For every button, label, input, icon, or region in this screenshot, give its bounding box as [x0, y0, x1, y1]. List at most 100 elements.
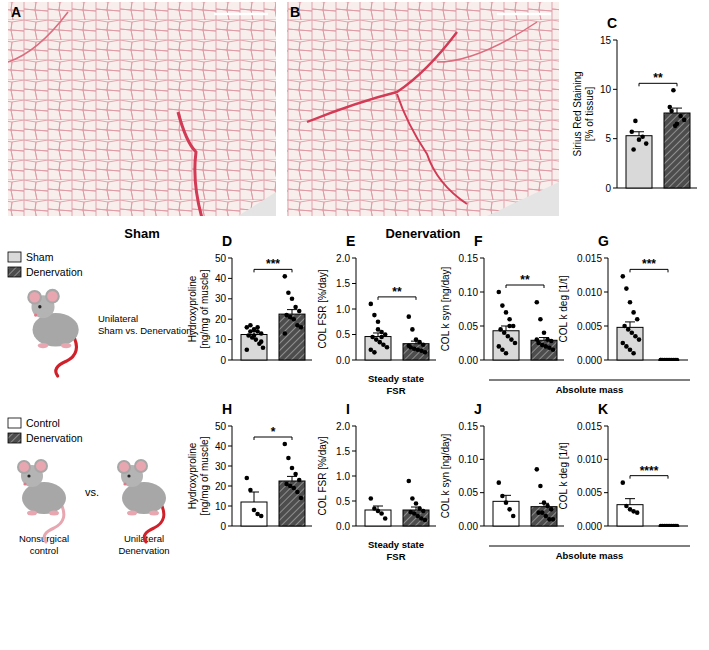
y-tick	[480, 492, 484, 493]
y-axis-label: COL k syn [ng/day]	[440, 266, 451, 351]
bar	[664, 113, 690, 188]
legend-caption: Denervation	[118, 545, 169, 556]
mouse-ear	[35, 460, 47, 472]
data-point	[507, 317, 512, 322]
data-point	[286, 290, 291, 295]
data-point	[255, 325, 260, 330]
group-label: Absolute mass	[556, 384, 624, 395]
legend-swatch	[8, 267, 21, 277]
significance-stars: ****	[640, 464, 659, 478]
x-axis-label: FSR	[387, 551, 406, 562]
y-tick-label: 0.15	[459, 421, 479, 432]
y-tick-label: 15	[600, 35, 612, 46]
plot-marks	[493, 467, 557, 526]
data-point	[644, 141, 649, 146]
y-tick	[228, 339, 232, 340]
y-tick	[228, 526, 232, 527]
data-point	[621, 480, 626, 485]
y-tick	[480, 459, 484, 460]
y-tick-label: 40	[215, 441, 227, 452]
micrograph-body	[8, 2, 276, 216]
data-point	[624, 504, 629, 509]
data-point	[640, 134, 645, 139]
error-bar-cap	[411, 341, 421, 342]
data-point	[549, 507, 554, 512]
y-axis	[608, 426, 609, 526]
data-point	[410, 327, 415, 332]
legend-vs: vs.	[85, 486, 99, 498]
legend-caption: control	[30, 545, 59, 556]
data-point	[626, 327, 631, 332]
error-bar-cap	[373, 332, 383, 333]
significance-stars: **	[653, 71, 663, 85]
blank-area	[238, 192, 276, 216]
panel-letter: G	[598, 233, 609, 249]
error-bar	[539, 503, 549, 506]
data-point	[410, 496, 415, 501]
data-point	[678, 114, 683, 119]
error-bar-cap	[501, 326, 511, 327]
error-bar-stem	[506, 326, 507, 331]
data-point	[245, 348, 250, 353]
y-tick	[228, 486, 232, 487]
bar	[531, 507, 557, 526]
y-tick	[352, 501, 356, 502]
legend-swatch	[8, 433, 21, 443]
error-bar-stem	[506, 495, 507, 501]
bar	[403, 344, 429, 360]
plot-marks	[241, 274, 305, 360]
data-point	[248, 323, 253, 328]
data-point	[551, 517, 556, 522]
error-bar-cap	[539, 337, 549, 338]
data-point	[372, 350, 377, 355]
connective-tissue	[397, 94, 467, 204]
y-tick	[352, 476, 356, 477]
y-axis	[484, 426, 485, 526]
data-point	[630, 331, 635, 336]
error-bar	[373, 506, 383, 510]
legend: ControlDenervationvs.NonsurgicalcontrolU…	[8, 417, 170, 556]
y-tick-label: 0.5	[336, 329, 350, 340]
bar	[403, 510, 429, 526]
y-tick	[352, 360, 356, 361]
y-axis-label: COL k deg [1/t]	[558, 442, 569, 509]
micrograph: BDenervation	[287, 2, 559, 241]
data-point	[668, 105, 673, 110]
y-axis	[617, 40, 618, 188]
chart-panel: 01020304050Hydroxyproline[ng/mg of muscl…	[187, 233, 312, 366]
panel-letter: E	[346, 233, 355, 249]
y-tick-label: 0	[220, 521, 226, 532]
mouse-eye	[38, 305, 41, 308]
error-bar-stem	[292, 476, 293, 481]
mouse-eye	[127, 474, 130, 477]
scale-bar	[214, 13, 268, 16]
chart-panel: 0.000.050.100.15COL k syn [ng/day]J	[440, 401, 564, 532]
y-tick	[228, 278, 232, 279]
data-point	[259, 339, 264, 344]
y-tick	[352, 426, 356, 427]
data-point	[549, 339, 554, 344]
data-point	[682, 118, 687, 123]
y-tick	[480, 326, 484, 327]
tissue	[8, 2, 276, 216]
error-bar-cap	[539, 503, 549, 504]
y-tick	[604, 459, 608, 460]
y-tick-label: 0.05	[459, 487, 479, 498]
y-tick-label: 0.000	[577, 521, 602, 532]
y-tick-label: 0.15	[459, 253, 479, 264]
y-tick	[480, 292, 484, 293]
panel-letter: H	[222, 401, 232, 417]
y-tick-label: 0.05	[459, 321, 479, 332]
error-bar-cap	[625, 321, 635, 322]
error-bar-stem	[292, 310, 293, 314]
y-tick-label: 2.0	[336, 421, 350, 432]
error-bar-cap	[287, 309, 297, 310]
data-point	[551, 348, 556, 353]
y-tick	[228, 426, 232, 427]
error-bar-cap	[672, 108, 682, 109]
error-bar-stem	[639, 132, 640, 136]
significance-stars: *	[271, 425, 276, 439]
y-tick	[604, 426, 608, 427]
y-axis-label: [ng/mg of muscle]	[199, 269, 210, 348]
connective-tissue	[178, 112, 202, 216]
